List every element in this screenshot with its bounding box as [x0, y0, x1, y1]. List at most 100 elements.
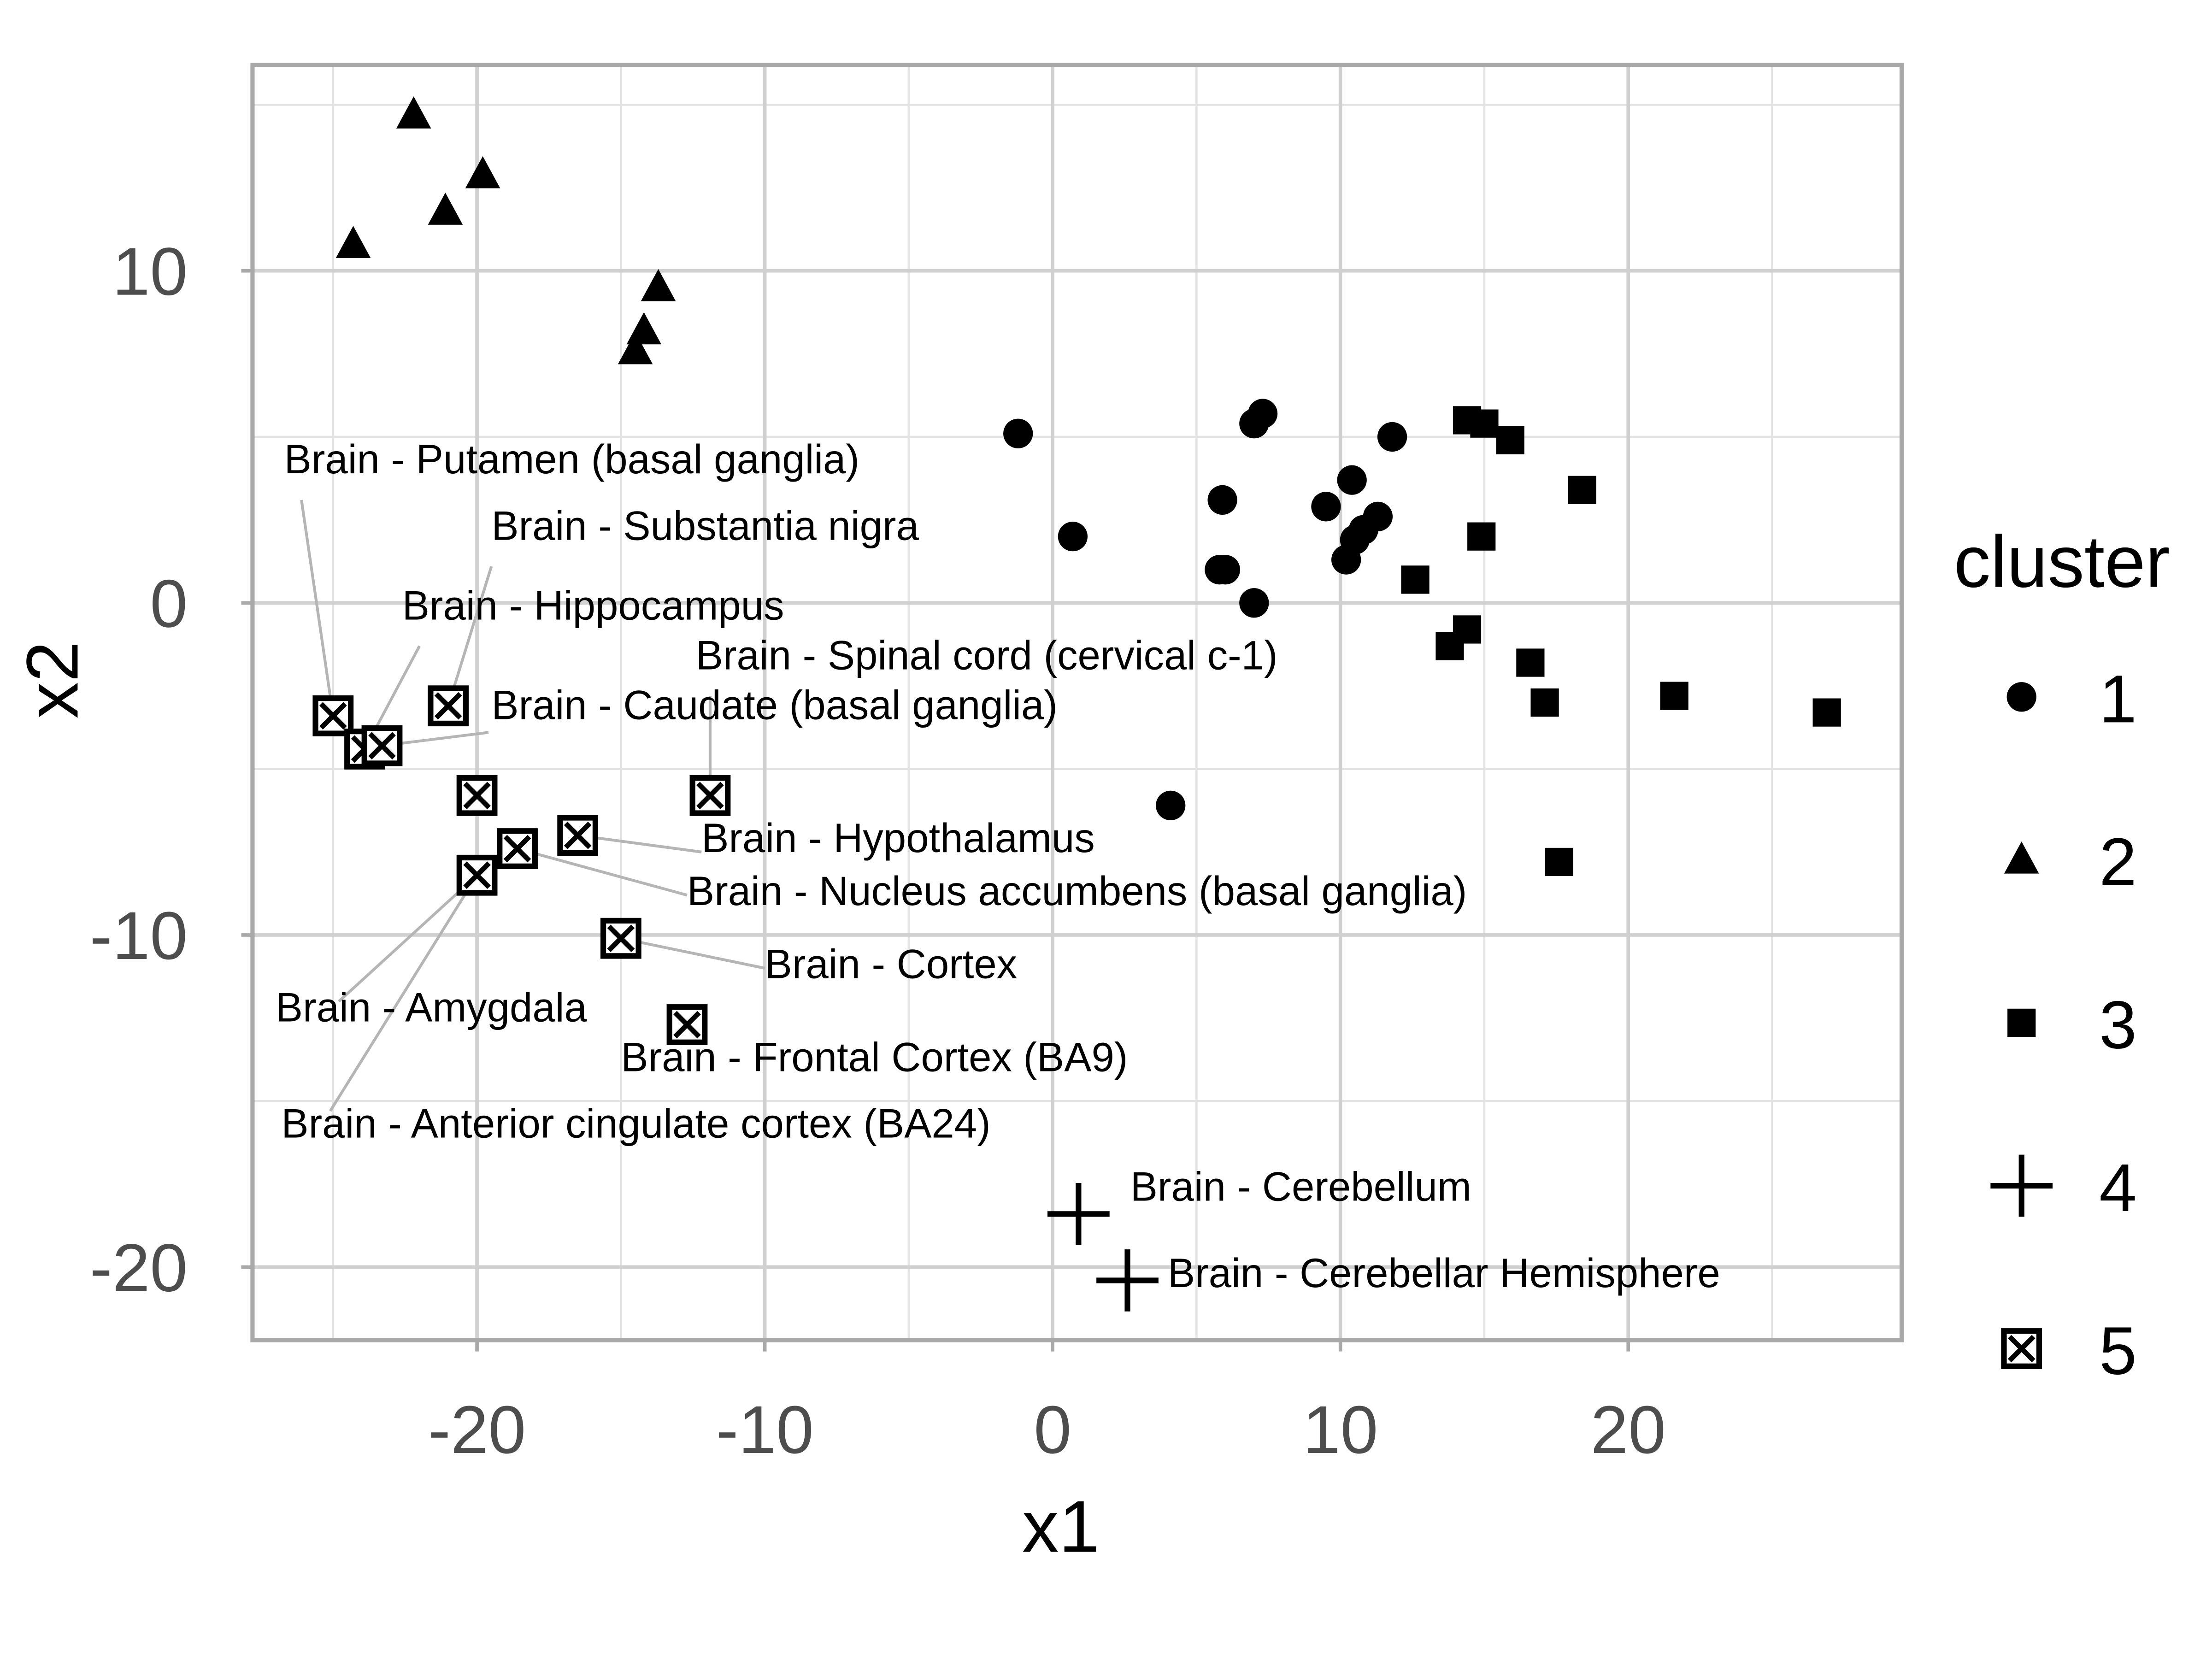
- point-label: Brain - Spinal cord (cervical c-1): [696, 632, 1278, 678]
- marker-square: [1516, 648, 1545, 677]
- y-tick-label: -10: [90, 898, 188, 974]
- legend-item-label: 4: [2099, 1150, 2137, 1226]
- point-label: Brain - Anterior cingulate cortex (BA24): [281, 1101, 990, 1147]
- series-cluster-1: [1003, 399, 1407, 821]
- x-tick-label: 10: [1303, 1392, 1378, 1468]
- legend-item-label: 5: [2099, 1313, 2137, 1389]
- marker-triangle: [626, 312, 662, 345]
- leader-line: [620, 937, 765, 970]
- data-point-cluster-1: [1363, 501, 1393, 532]
- marker-x-b: [463, 861, 491, 889]
- legend-key-circle: [2006, 682, 2036, 712]
- marker-square: [1401, 565, 1430, 594]
- axes: -20 -10 0 10 20 -20 -10 0 10: [90, 63, 1904, 1468]
- point-label: Brain - Cerebellar Hemisphere: [1168, 1250, 1720, 1296]
- marker-circle: [2006, 682, 2036, 712]
- data-point-cluster-3: [1496, 426, 1524, 454]
- marker-circle: [1311, 492, 1341, 522]
- data-point-cluster-5: [557, 815, 599, 856]
- data-point-cluster-3: [1470, 409, 1499, 438]
- leader-line: [329, 874, 478, 1112]
- marker-circle: [1377, 422, 1407, 452]
- x-tick-label: -20: [428, 1392, 526, 1468]
- data-point-cluster-1: [1239, 588, 1269, 618]
- data-point-cluster-5: [600, 918, 641, 959]
- marker-x-b: [696, 782, 724, 810]
- data-point-cluster-1: [1377, 422, 1407, 452]
- data-point-cluster-1: [1156, 790, 1186, 821]
- legend-key-triangle: [2004, 841, 2039, 874]
- x-tick-label: 0: [1034, 1392, 1071, 1468]
- marker-x-b: [463, 782, 491, 810]
- marker-circle: [1239, 588, 1269, 618]
- legend-item-1: 1: [2006, 661, 2137, 737]
- data-points: [312, 96, 1841, 1312]
- marker-triangle: [641, 269, 676, 301]
- x-tick-label: -10: [716, 1392, 813, 1468]
- marker-circle: [1247, 399, 1278, 429]
- marker-square: [1467, 522, 1496, 551]
- leader-line: [338, 874, 478, 1003]
- marker-triangle: [396, 96, 431, 129]
- data-point-cluster-4: [1096, 1249, 1159, 1312]
- data-point-cluster-5: [456, 854, 498, 896]
- marker-square: [1568, 476, 1596, 504]
- marker-square: [1660, 682, 1688, 710]
- marker-circle: [1363, 501, 1393, 532]
- data-point-cluster-5: [361, 725, 403, 766]
- data-point-cluster-3: [1516, 648, 1545, 677]
- data-point-cluster-3: [1530, 688, 1559, 717]
- data-point-cluster-3: [1401, 565, 1430, 594]
- data-point-cluster-2: [465, 156, 500, 188]
- data-point-cluster-5: [456, 775, 498, 816]
- legend: cluster 1 2 3 4 5: [1954, 520, 2170, 1388]
- y-tick-label: -20: [90, 1230, 188, 1306]
- leader-line: [300, 500, 335, 716]
- panel-border: [250, 63, 1904, 1342]
- marker-triangle: [428, 193, 463, 225]
- data-point-cluster-3: [1467, 522, 1496, 551]
- series-cluster-5: [312, 685, 731, 1045]
- marker-x-b: [503, 835, 531, 863]
- marker-circle: [1207, 485, 1237, 515]
- data-point-cluster-3: [1453, 615, 1482, 644]
- data-point-cluster-1: [1247, 399, 1278, 429]
- marker-square: [1453, 615, 1482, 644]
- legend-item-4: 4: [1990, 1150, 2137, 1226]
- data-point-cluster-2: [618, 332, 653, 365]
- data-point-cluster-3: [1660, 682, 1688, 710]
- marker-x-b: [368, 732, 396, 759]
- y-tick-label: 0: [150, 566, 188, 641]
- point-label: Brain - Caudate (basal ganglia): [491, 682, 1058, 728]
- series-cluster-3: [1401, 406, 1841, 877]
- legend-title: cluster: [1954, 520, 2170, 602]
- marker-triangle: [618, 332, 653, 365]
- legend-key-plus: [1990, 1154, 2053, 1217]
- marker-circle: [1337, 465, 1367, 495]
- legend-item-2: 2: [2004, 824, 2137, 900]
- data-point-cluster-5: [428, 685, 469, 727]
- marker-circle: [1210, 555, 1241, 585]
- leader-line: [517, 847, 688, 897]
- data-point-cluster-2: [335, 226, 371, 258]
- data-point-cluster-2: [396, 96, 431, 129]
- point-labels: Brain - Putamen (basal ganglia) Brain - S…: [276, 436, 1720, 1296]
- leader-line: [447, 566, 493, 706]
- data-point-cluster-1: [1311, 492, 1341, 522]
- point-label: Brain - Hypothalamus: [701, 815, 1095, 861]
- legend-item-label: 3: [2099, 987, 2137, 1063]
- x-tick-label: 20: [1591, 1392, 1666, 1468]
- marker-x-b: [607, 924, 635, 952]
- marker-triangle: [465, 156, 500, 188]
- legend-key-boxed-x: [2001, 1328, 2042, 1369]
- x-axis-title: x1: [1022, 1485, 1100, 1567]
- data-point-cluster-2: [626, 312, 662, 345]
- marker-square: [1470, 409, 1499, 438]
- data-point-cluster-4: [1047, 1182, 1110, 1245]
- legend-item-5: 5: [2001, 1313, 2137, 1389]
- marker-square: [1545, 847, 1573, 877]
- series-cluster-4: [1047, 1182, 1159, 1312]
- data-point-cluster-1: [1207, 485, 1237, 515]
- marker-triangle: [335, 226, 371, 258]
